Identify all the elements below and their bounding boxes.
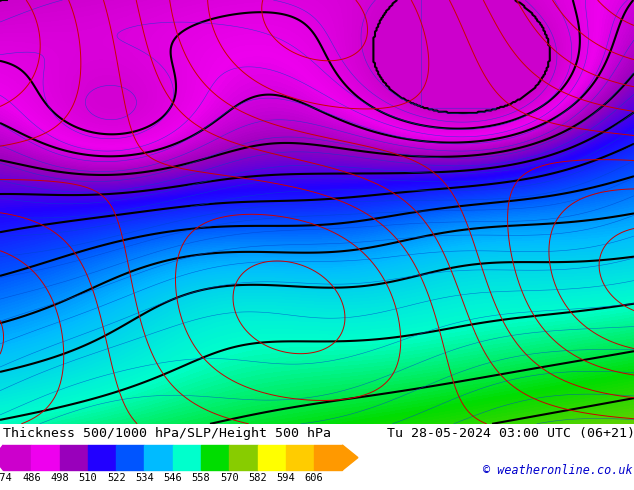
Bar	[116, 445, 145, 470]
Text: Thickness 500/1000 hPa/SLP/Height 500 hPa: Thickness 500/1000 hPa/SLP/Height 500 hP…	[3, 427, 331, 440]
Text: 498: 498	[50, 473, 69, 484]
Text: 534: 534	[135, 473, 154, 484]
Text: 582: 582	[248, 473, 267, 484]
Bar	[32, 445, 60, 470]
Polygon shape	[342, 445, 358, 470]
Text: 486: 486	[22, 473, 41, 484]
Polygon shape	[0, 445, 3, 470]
Bar	[257, 445, 286, 470]
Text: 522: 522	[107, 473, 126, 484]
Text: 510: 510	[79, 473, 98, 484]
Bar	[88, 445, 116, 470]
Bar	[201, 445, 230, 470]
Text: 546: 546	[164, 473, 182, 484]
Text: Tu 28-05-2024 03:00 UTC (06+21): Tu 28-05-2024 03:00 UTC (06+21)	[387, 427, 634, 440]
Text: © weatheronline.co.uk: © weatheronline.co.uk	[483, 464, 633, 477]
Bar	[3, 445, 32, 470]
Text: 558: 558	[191, 473, 210, 484]
Bar	[145, 445, 172, 470]
Bar	[314, 445, 342, 470]
Text: 594: 594	[276, 473, 295, 484]
Bar	[172, 445, 201, 470]
Text: 570: 570	[220, 473, 238, 484]
Text: 606: 606	[305, 473, 323, 484]
Text: 474: 474	[0, 473, 13, 484]
Bar	[60, 445, 88, 470]
Bar	[230, 445, 257, 470]
Bar	[286, 445, 314, 470]
